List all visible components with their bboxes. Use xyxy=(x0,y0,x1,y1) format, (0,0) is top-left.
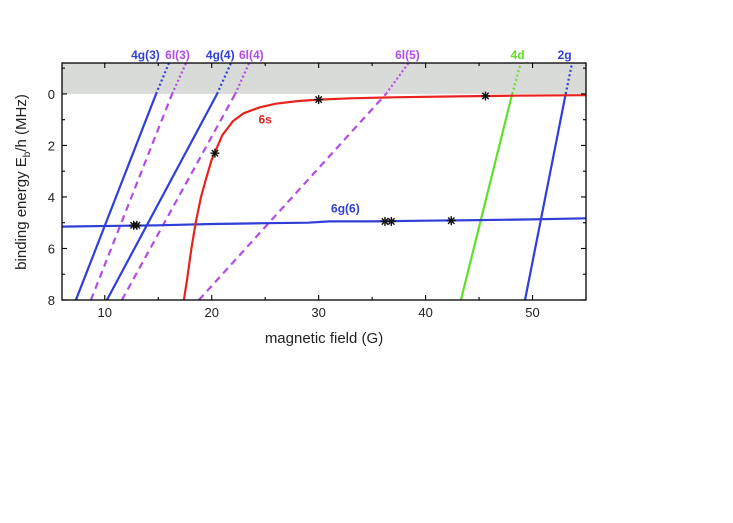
line-label-6g-6: 6g(6) xyxy=(331,201,360,215)
y-axis-label-main: binding energy E xyxy=(13,157,30,270)
y-tick-label-4: 4 xyxy=(48,190,55,205)
series-line-6l-3 xyxy=(89,93,174,300)
series-extension-4d xyxy=(511,62,522,95)
y-axis-label-subscript: b xyxy=(22,151,33,157)
marker-stroke xyxy=(447,216,455,225)
series-extension-4g-4 xyxy=(216,62,232,95)
series-extension-6l-5 xyxy=(385,62,410,95)
series-line-6l-4 xyxy=(120,93,237,300)
data-point-marker-1 xyxy=(132,220,142,230)
data-point-marker-3 xyxy=(314,95,324,105)
line-label-4g-4: 4g(4) xyxy=(206,48,235,62)
line-label-6l-5: 6l(5) xyxy=(395,48,420,62)
series-line-4g-3 xyxy=(74,93,158,300)
y-tick-label-8: 8 xyxy=(48,293,55,308)
y-axis-label: binding energy Eb/h (MHz) xyxy=(13,94,33,270)
data-point-marker-7 xyxy=(480,91,490,101)
dotted-extensions-layer xyxy=(155,62,574,95)
x-tick-label-30: 30 xyxy=(311,305,325,320)
series-line-4g-4 xyxy=(105,93,219,300)
series-extension-2g xyxy=(564,62,574,95)
marker-stroke xyxy=(314,95,323,104)
plot-frame xyxy=(61,62,587,301)
line-label-2g: 2g xyxy=(558,48,572,62)
series-extension-4g-3 xyxy=(155,62,170,95)
line-label-6l-3: 6l(3) xyxy=(165,48,190,62)
series-extension-6l-3 xyxy=(171,62,188,95)
shaded-continuum-region xyxy=(62,63,586,94)
x-tick-label-10: 10 xyxy=(98,305,112,320)
data-point-marker-2 xyxy=(210,148,220,158)
markers-layer xyxy=(129,91,490,230)
series-line-6s xyxy=(182,94,586,300)
x-axis-label: magnetic field (G) xyxy=(265,330,383,347)
y-tick-label-2: 2 xyxy=(48,138,55,153)
line-label-4g-3: 4g(3) xyxy=(131,48,160,62)
line-label-4d: 4d xyxy=(511,48,525,62)
data-point-marker-5 xyxy=(386,216,396,226)
marker-stroke xyxy=(381,217,389,226)
marker-stroke xyxy=(133,221,141,229)
series-line-2g xyxy=(523,93,567,300)
ticks-layer: 10 20 30 40 50 0 2 4 6 8 xyxy=(48,63,587,320)
y-tick-label-0: 0 xyxy=(48,87,55,102)
series-line-4d xyxy=(459,93,514,300)
marker-stroke xyxy=(387,217,396,226)
series-extension-6l-4 xyxy=(234,62,251,95)
x-tick-label-50: 50 xyxy=(525,305,539,320)
y-axis-label-rest: /h (MHz) xyxy=(13,94,30,152)
series-line-6g-6 xyxy=(62,217,586,228)
series-line-6l-5 xyxy=(198,93,387,300)
lines-layer xyxy=(62,93,586,300)
x-tick-label-40: 40 xyxy=(418,305,432,320)
marker-stroke xyxy=(481,92,490,100)
marker-stroke xyxy=(211,149,219,157)
line-labels-layer: 4g(3) 6l(3) 4g(4) 6l(4) 6l(5) 4d 2g 6s 6g(6) xyxy=(131,48,572,215)
y-tick-label-6: 6 xyxy=(48,241,55,256)
line-label-6l-4: 6l(4) xyxy=(239,48,264,62)
data-point-marker-6 xyxy=(446,216,456,226)
line-label-6s: 6s xyxy=(259,113,273,127)
x-tick-label-20: 20 xyxy=(204,305,218,320)
